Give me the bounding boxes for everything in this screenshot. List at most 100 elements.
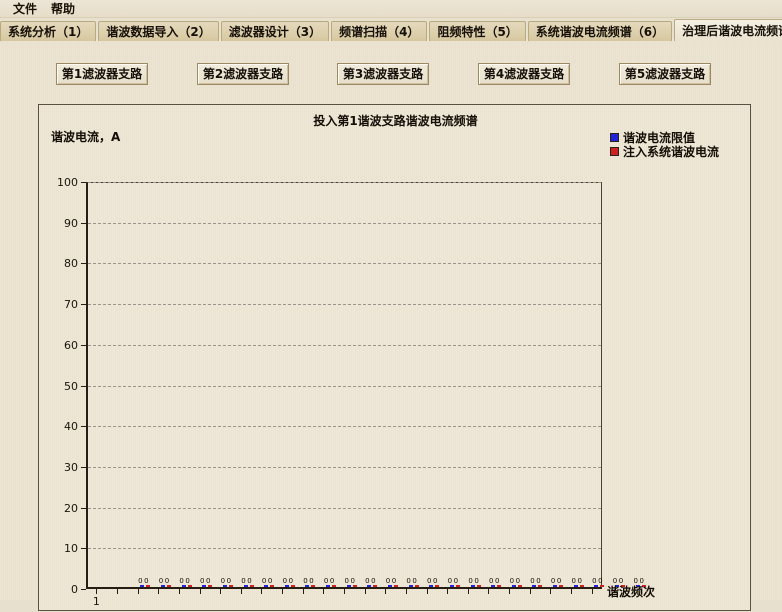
bar-injected: [249, 585, 254, 587]
x-tick-mark: [344, 589, 345, 594]
bar-limit: [181, 585, 186, 587]
content-area: 第1滤波器支路 第2滤波器支路 第3滤波器支路 第4滤波器支路 第5滤波器支路 投入第1…: [0, 41, 782, 611]
x-tick-mark: [137, 589, 139, 594]
bar-value-label: 0: [550, 577, 556, 585]
bar-limit: [594, 585, 599, 587]
x-tick-mark: [591, 589, 593, 594]
bar-value-label: 0: [509, 577, 515, 585]
y-tick-mark: [81, 548, 86, 550]
y-tick-mark: [81, 182, 86, 183]
y-tick-mark: [81, 466, 86, 468]
y-tick-label: 30: [64, 460, 78, 474]
bar-value-label: 0: [303, 577, 308, 585]
tab-system-harmonic-current-spectrum[interactable]: 系统谐波电流频谱（6）: [527, 21, 673, 41]
bar-limit: [615, 585, 620, 587]
bar-value-label: 0: [206, 577, 211, 585]
tab-post-mitigation-harmonic-current-spectrum[interactable]: 治理后谐波电流频谱（7）: [674, 19, 782, 41]
bar-value-label: 0: [344, 577, 349, 585]
chart-panel: 投入第1谐波支路谐波电流频谱 谐波电流，A 谐波电流限值 注入系统谐波电流 谐波…: [38, 104, 751, 611]
gridline: [88, 385, 601, 387]
filter-branch-5-button[interactable]: 第5滤波器支路: [619, 63, 711, 85]
legend-entry-injected: 注入系统谐波电流: [610, 145, 742, 159]
bar-value-label: 0: [412, 577, 417, 585]
bar-injected: [332, 585, 337, 587]
plot-area: [86, 182, 646, 589]
filter-branch-4-button[interactable]: 第4滤波器支路: [478, 63, 570, 85]
bar-limit: [388, 585, 392, 587]
bar-limit: [532, 585, 537, 587]
y-tick-mark: [81, 507, 86, 509]
menu-file[interactable]: 文件: [13, 2, 38, 16]
y-tick-label: 80: [64, 257, 78, 271]
y-tick-label: 70: [64, 298, 78, 312]
bar-injected: [455, 585, 460, 587]
x-tick-mark: [302, 589, 304, 594]
legend-label-limit: 谐波电流限值: [623, 131, 696, 145]
bar-injected: [517, 585, 522, 587]
bar-value-label: 0: [267, 577, 273, 585]
x-tick-mark: [158, 589, 160, 594]
bar-limit: [284, 585, 289, 587]
bar-injected: [228, 585, 233, 587]
bar-value-label: 0: [571, 577, 576, 585]
bar-value-label: 0: [138, 577, 143, 585]
filter-branch-1-button[interactable]: 第1滤波器支路: [56, 63, 148, 85]
tab-impedance-frequency[interactable]: 阻频特性（5）: [429, 21, 526, 41]
y-tick-mark: [81, 589, 86, 590]
x-tick-mark: [261, 589, 263, 594]
bar-limit: [346, 585, 351, 587]
filter-branch-2-button[interactable]: 第2滤波器支路: [197, 63, 289, 85]
bar-value-label: 0: [365, 577, 370, 585]
x-tick-label: 1: [92, 595, 100, 608]
gridline: [88, 507, 601, 509]
bar-limit: [305, 585, 310, 587]
x-tick-mark: [509, 589, 511, 594]
bar-injected: [579, 585, 584, 587]
bar-value-label: 0: [323, 577, 329, 585]
bar-injected: [166, 585, 171, 587]
bar-value-label: 0: [164, 577, 170, 585]
legend-swatch-injected: [610, 147, 619, 156]
x-tick-mark: [178, 589, 180, 594]
bar-value-label: 0: [200, 577, 205, 585]
tab-spectrum-scan[interactable]: 频谱扫描（4）: [331, 21, 428, 41]
bar-limit: [243, 585, 248, 587]
bar-limit: [449, 585, 454, 587]
menu-help[interactable]: 帮助: [51, 2, 76, 16]
filter-branch-3-button[interactable]: 第3滤波器支路: [337, 63, 429, 85]
bar-value-label: 0: [592, 577, 597, 585]
bar-injected: [621, 585, 626, 587]
menu-bar: 文件 帮助: [0, 0, 782, 18]
bar-limit: [140, 585, 145, 587]
bar-value-label: 0: [241, 577, 246, 585]
tab-system-analysis[interactable]: 系统分析（1）: [0, 21, 97, 41]
bar-value-label: 0: [598, 577, 603, 585]
filter-branch-button-row: 第1滤波器支路 第2滤波器支路 第3滤波器支路 第4滤波器支路 第5滤波器支路: [0, 63, 782, 87]
y-tick-mark: [81, 344, 86, 346]
x-tick-mark: [323, 589, 325, 594]
gridline: [88, 466, 601, 468]
bar-limit: [635, 585, 640, 587]
bar-injected: [290, 585, 295, 587]
bar-value-label: 0: [282, 577, 288, 585]
y-tick-mark: [81, 426, 86, 428]
bar-limit: [326, 585, 331, 587]
bar-value-label: 0: [185, 577, 190, 585]
bar-value-label: 0: [329, 577, 335, 585]
bar-value-label: 0: [371, 577, 376, 585]
bar-value-label: 0: [515, 577, 521, 585]
x-tick-mark: [550, 589, 552, 594]
bar-limit: [553, 585, 558, 587]
bar-limit: [429, 585, 434, 587]
y-tick-label: 90: [64, 216, 78, 230]
plot-wrapper: 谐波频次 0 10 20 30 40 50 60 70 80 90 100 1 0 0 0 0 0 0 0 0 0 0 0 0…: [39, 105, 752, 612]
bar-injected: [270, 585, 275, 587]
gridline: [88, 263, 601, 265]
bar-value-label: 0: [247, 577, 252, 585]
y-tick-mark: [81, 263, 86, 265]
tab-harmonic-data-import[interactable]: 谐波数据导入（2）: [98, 21, 219, 41]
tab-filter-design[interactable]: 滤波器设计（3）: [220, 21, 330, 41]
y-axis-label: 谐波电流，A: [51, 130, 121, 144]
bar-injected: [414, 585, 419, 587]
bar-value-label: 0: [427, 577, 432, 585]
